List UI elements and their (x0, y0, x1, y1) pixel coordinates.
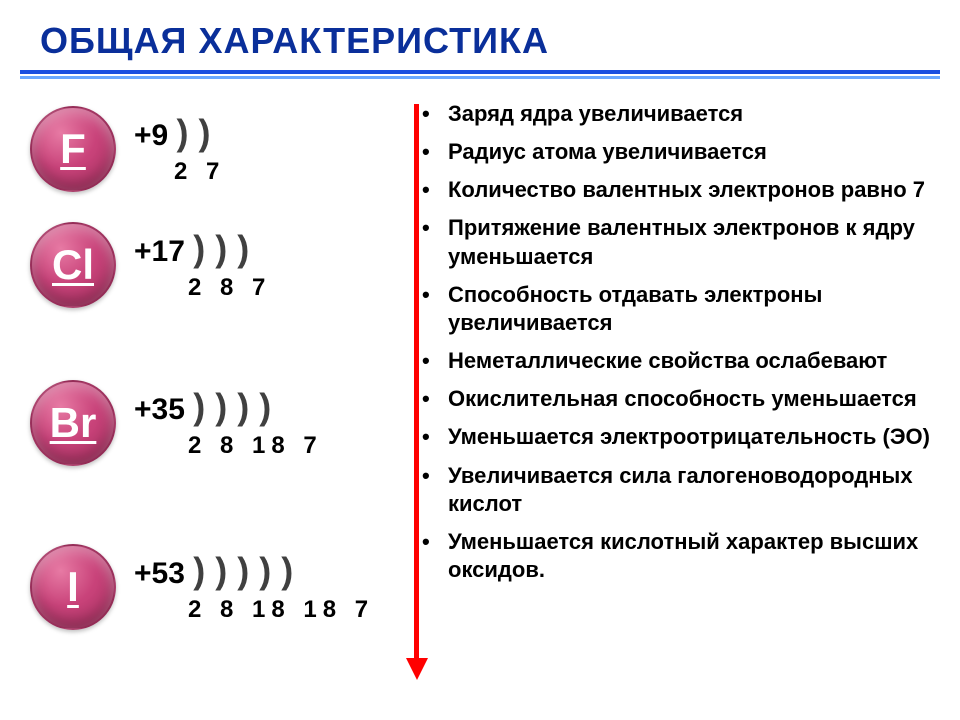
trend-arrow-head (406, 658, 428, 680)
electron-counts: 2 8 18 7 (134, 432, 323, 460)
electron-counts: 2 8 7 (134, 274, 271, 302)
element-row-f: F +9 ) ) 2 7 (30, 106, 225, 192)
element-circle-f: F (30, 106, 116, 192)
trend-item: Количество валентных электронов равно 7 (444, 176, 950, 204)
rule-line-2 (20, 76, 940, 79)
nuclear-charge: +17 ) ) ) (134, 228, 271, 270)
elements-column: F +9 ) ) 2 7 Cl +17 ) ) ) 2 8 7 Br +35 ) ) ) ) 2… (30, 92, 380, 712)
nuclear-charge: +9 ) ) (134, 112, 225, 154)
content-area: F +9 ) ) 2 7 Cl +17 ) ) ) 2 8 7 Br +35 ) ) ) ) 2… (0, 92, 960, 712)
trends-column: Заряд ядра увеличивается Радиус атома уве… (380, 92, 950, 712)
trend-item: Радиус атома увеличивается (444, 138, 950, 166)
trend-item: Способность отдавать электроны увеличива… (444, 281, 950, 337)
trend-item: Уменьшается электроотрицательность (ЭО) (444, 423, 950, 451)
trends-list: Заряд ядра увеличивается Радиус атома уве… (420, 92, 950, 584)
trend-item: Притяжение валентных электронов к ядру у… (444, 214, 950, 270)
element-circle-br: Br (30, 380, 116, 466)
shell-config: +35 ) ) ) ) 2 8 18 7 (134, 386, 323, 460)
electron-counts: 2 7 (134, 158, 225, 186)
title-rule (20, 70, 940, 82)
shell-config: +17 ) ) ) 2 8 7 (134, 228, 271, 302)
element-circle-cl: Cl (30, 222, 116, 308)
trend-item: Заряд ядра увеличивается (444, 100, 950, 128)
trend-item: Уменьшается кислотный характер высших ок… (444, 528, 950, 584)
element-row-i: I +53 ) ) ) ) ) 2 8 18 18 7 (30, 544, 374, 630)
element-row-cl: Cl +17 ) ) ) 2 8 7 (30, 222, 271, 308)
trend-item: Увеличивается сила галогеноводородных ки… (444, 462, 950, 518)
electron-counts: 2 8 18 18 7 (134, 596, 374, 624)
shell-config: +53 ) ) ) ) ) 2 8 18 18 7 (134, 550, 374, 624)
trend-item: Неметаллические свойства ослабевают (444, 347, 950, 375)
trend-item: Окислительная способность уменьшается (444, 385, 950, 413)
trend-arrow-shaft (414, 104, 419, 664)
element-row-br: Br +35 ) ) ) ) 2 8 18 7 (30, 380, 323, 466)
nuclear-charge: +53 ) ) ) ) ) (134, 550, 374, 592)
element-circle-i: I (30, 544, 116, 630)
rule-line-1 (20, 70, 940, 74)
nuclear-charge: +35 ) ) ) ) (134, 386, 323, 428)
shell-config: +9 ) ) 2 7 (134, 112, 225, 186)
page-title: ОБЩАЯ ХАРАКТЕРИСТИКА (0, 0, 960, 70)
